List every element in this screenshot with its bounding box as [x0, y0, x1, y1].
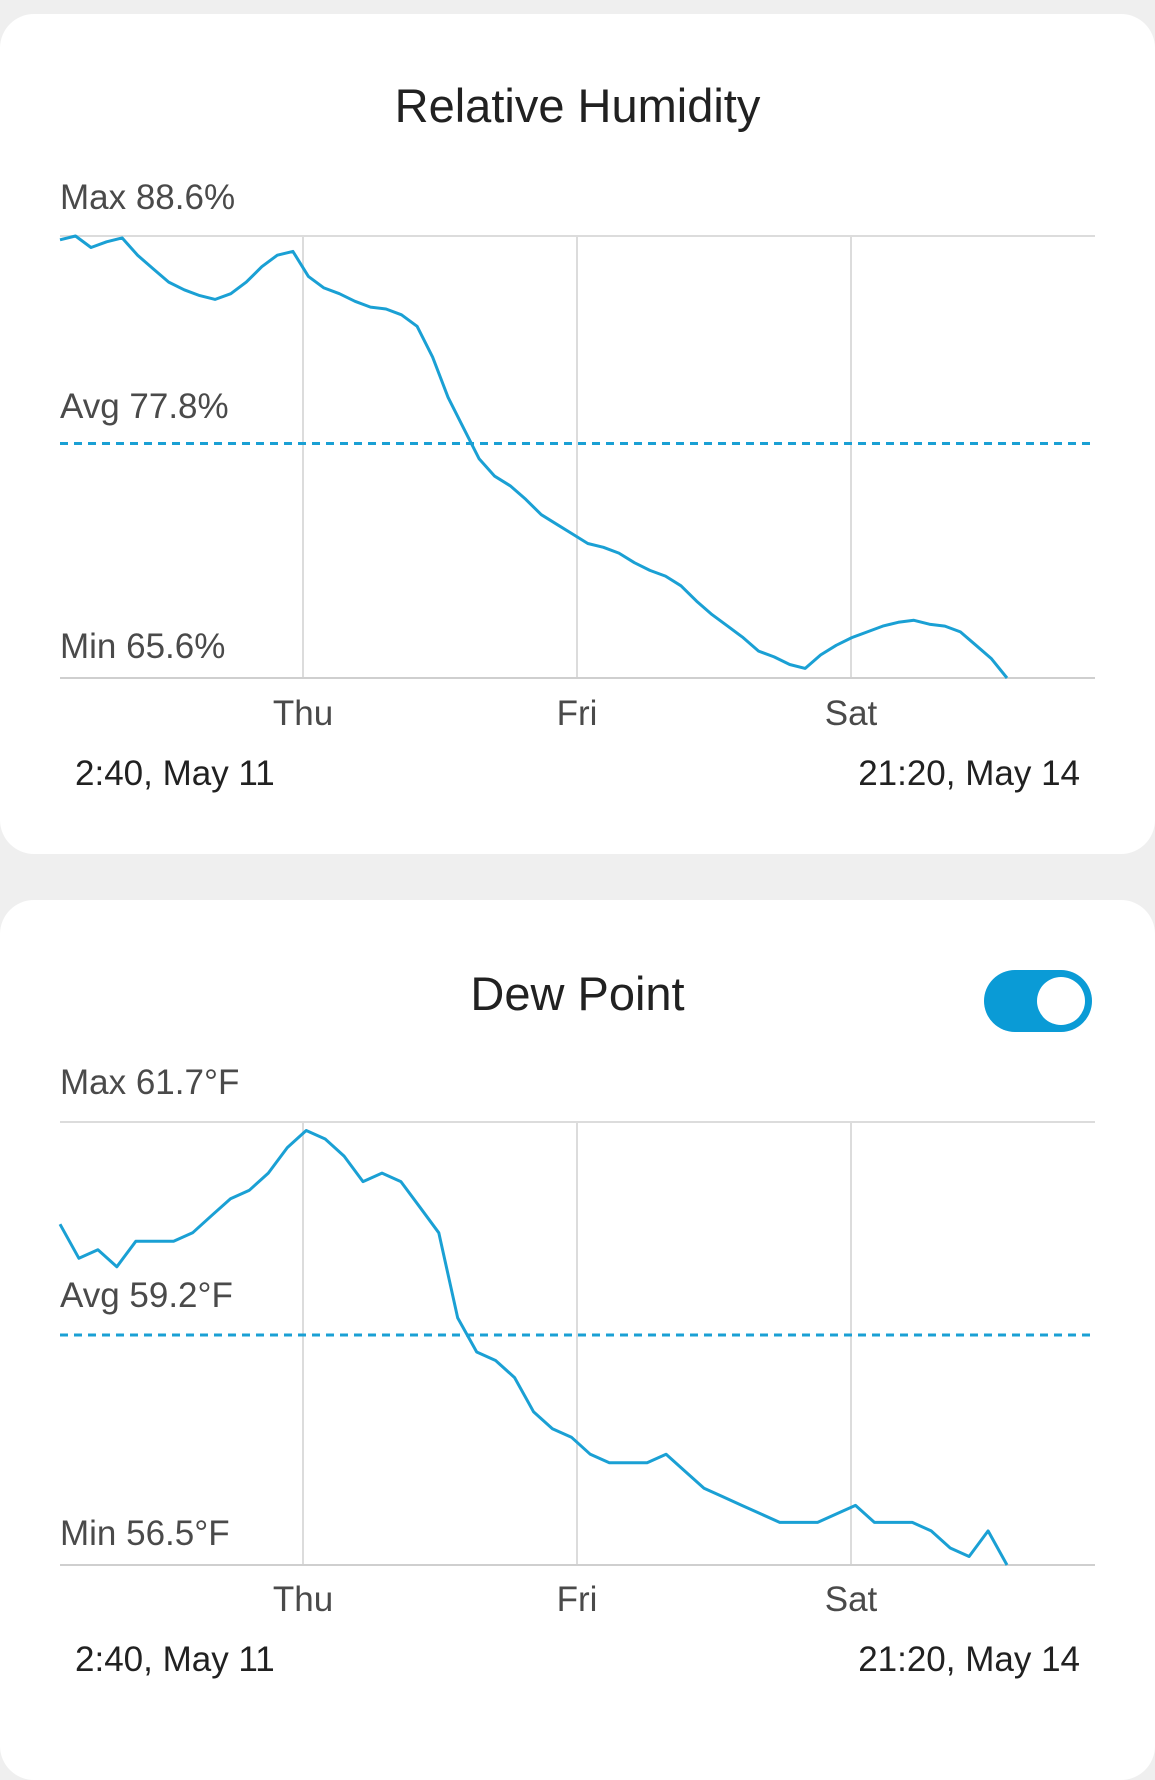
dew-point-title: Dew Point — [470, 967, 685, 1020]
dp-min-label: Min 56.5°F — [60, 1514, 230, 1553]
rh-avg-label: Avg 77.8% — [60, 387, 229, 426]
rh-chart — [59, 234, 1095, 679]
dew-point-toggle[interactable] — [984, 970, 1092, 1032]
dp-day-label-sat: Sat — [824, 1580, 878, 1619]
toggle-switch-icon — [1037, 977, 1085, 1025]
dp-max-label: Max 61.7°F — [60, 1063, 240, 1102]
rh-day-label-thu: Thu — [272, 694, 334, 733]
rh-max-label: Max 88.6% — [60, 178, 236, 217]
dp-day-label-fri: Fri — [556, 1580, 598, 1619]
dp-series-line — [58, 1129, 1009, 1566]
rh-day-label-fri: Fri — [556, 694, 598, 733]
rh-day-label-sat: Sat — [824, 694, 878, 733]
dp-chart — [58, 1121, 1095, 1566]
dp-avg-label: Avg 59.2°F — [60, 1276, 233, 1315]
rh-range-start: 2:40, May 11 — [75, 754, 275, 793]
rh-series-line — [59, 234, 1009, 679]
dp-range-start: 2:40, May 11 — [75, 1640, 275, 1679]
dp-range-end: 21:20, May 14 — [858, 1640, 1080, 1679]
rh-range-end: 21:20, May 14 — [858, 754, 1080, 793]
dp-day-label-thu: Thu — [272, 1580, 334, 1619]
rh-min-label: Min 65.6% — [60, 627, 226, 666]
relative-humidity-title: Relative Humidity — [394, 79, 761, 132]
